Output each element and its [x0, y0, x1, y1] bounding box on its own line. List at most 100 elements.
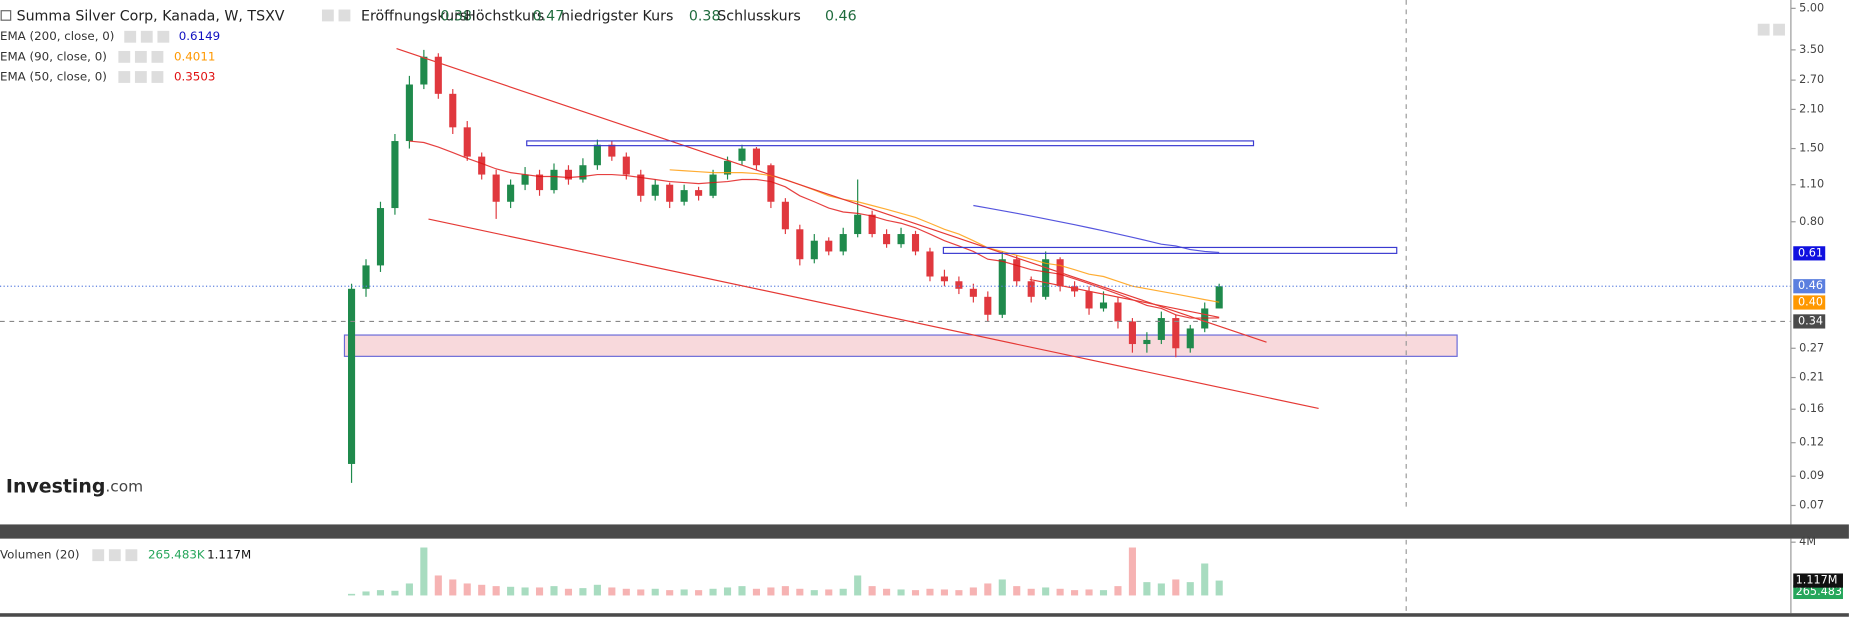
- volume-bar: [507, 586, 515, 596]
- volume-bar: [709, 588, 717, 596]
- volume-bar: [1128, 547, 1136, 596]
- icon[interactable]: [157, 30, 170, 43]
- icon[interactable]: [134, 50, 147, 63]
- ohlc-value: 0.47: [533, 9, 565, 25]
- icon[interactable]: [1773, 23, 1785, 36]
- candle-body: [405, 84, 413, 142]
- chart-title: Summa Silver Corp, Kanada, W, TSXV: [17, 9, 285, 25]
- panel-divider: [0, 524, 1849, 539]
- ohlc-label: Schlusskurs: [717, 9, 801, 25]
- y-tick-label: 1.10: [1799, 178, 1824, 191]
- volume-bar: [1056, 588, 1064, 596]
- candle-body: [752, 148, 760, 166]
- volume-bar: [463, 583, 471, 596]
- icon[interactable]: [151, 71, 164, 83]
- icon[interactable]: [151, 50, 164, 63]
- watermark-main: Investing: [6, 475, 106, 497]
- icon[interactable]: [118, 50, 131, 63]
- volume-bar: [998, 579, 1006, 596]
- volume-bar: [1042, 587, 1050, 596]
- candle-body: [622, 156, 630, 175]
- volume-bar: [405, 583, 413, 596]
- candle-body: [579, 165, 587, 180]
- price-tag-label: 0.34: [1798, 314, 1823, 327]
- y-tick-label: 0.16: [1799, 402, 1824, 415]
- volume-tag: [1793, 573, 1843, 588]
- price-tag: [1793, 246, 1826, 261]
- y-tick-label: 0.07: [1799, 498, 1824, 511]
- y-tick-label: 0.12: [1799, 436, 1824, 449]
- volume-bar: [449, 579, 457, 596]
- volume-bar: [478, 584, 486, 596]
- candle-body: [550, 169, 558, 191]
- candle-body: [1128, 321, 1136, 345]
- candle-body: [1143, 339, 1151, 345]
- volume-bar: [781, 586, 789, 596]
- volume-tag: [1793, 584, 1843, 600]
- candle-body: [449, 93, 457, 128]
- ohlc-value: 0.38: [440, 9, 472, 25]
- volume-bar: [651, 588, 659, 596]
- volume-bar: [969, 587, 977, 596]
- volume-bar: [940, 589, 948, 596]
- candle-body: [955, 281, 963, 289]
- candle-body: [348, 288, 356, 464]
- ema-line: [669, 169, 1220, 303]
- volume-bar: [1201, 563, 1209, 596]
- volume-bar: [362, 591, 370, 596]
- volume-bar: [1099, 590, 1108, 596]
- volume-bar: [752, 588, 760, 596]
- candle-body: [839, 234, 847, 252]
- icon[interactable]: [1757, 23, 1770, 36]
- price-tag: [1793, 295, 1826, 310]
- candle-body: [738, 148, 746, 161]
- candle-body: [434, 56, 442, 94]
- legend-value: 0.6149: [179, 29, 220, 43]
- icon[interactable]: [92, 549, 105, 562]
- volume-bar: [955, 590, 963, 596]
- volume-bar: [1143, 582, 1151, 596]
- candle-body: [1186, 328, 1194, 349]
- trendline: [428, 218, 1319, 410]
- volume-bar: [1215, 580, 1223, 596]
- candle-body: [781, 201, 789, 230]
- ohlc-label: niedrigster Kurs: [561, 9, 673, 25]
- watermark-suffix: .com: [105, 477, 143, 495]
- ema-line: [973, 204, 1220, 254]
- icon[interactable]: [134, 71, 147, 83]
- volume-bar: [1186, 582, 1194, 596]
- volume-bar: [723, 587, 732, 596]
- candle-body: [709, 174, 717, 196]
- candle-body: [535, 174, 544, 191]
- icon[interactable]: [338, 9, 351, 22]
- candle-body: [854, 214, 862, 235]
- candle-body: [478, 156, 486, 175]
- candle-body: [492, 174, 500, 202]
- volume-bar: [420, 547, 428, 596]
- candle-body: [810, 240, 818, 260]
- volume-bar: [680, 589, 688, 596]
- volume-bar: [883, 588, 891, 596]
- icon[interactable]: [108, 549, 121, 562]
- icon[interactable]: [321, 9, 334, 22]
- candle-body: [666, 184, 674, 202]
- icon[interactable]: [124, 30, 137, 43]
- bottom-border: [0, 613, 1849, 617]
- volume-bar: [984, 583, 992, 596]
- volume-tag-label: 265.483K: [1796, 585, 1850, 598]
- y-tick-label: 0.80: [1799, 215, 1824, 228]
- candle-body: [883, 234, 891, 245]
- volume-tag-label: 1.117M: [1796, 574, 1838, 587]
- volume-bar: [1114, 586, 1122, 596]
- y-tick-label: 4M: [1799, 535, 1816, 548]
- candle-body: [940, 276, 948, 282]
- collapse-icon[interactable]: [0, 10, 12, 21]
- volume-bar: [911, 590, 920, 596]
- icon[interactable]: [125, 549, 138, 562]
- price-tag: [1793, 314, 1826, 329]
- candle-body: [608, 144, 616, 157]
- icon[interactable]: [140, 30, 153, 43]
- volume-bar: [376, 590, 385, 596]
- icon[interactable]: [118, 71, 131, 83]
